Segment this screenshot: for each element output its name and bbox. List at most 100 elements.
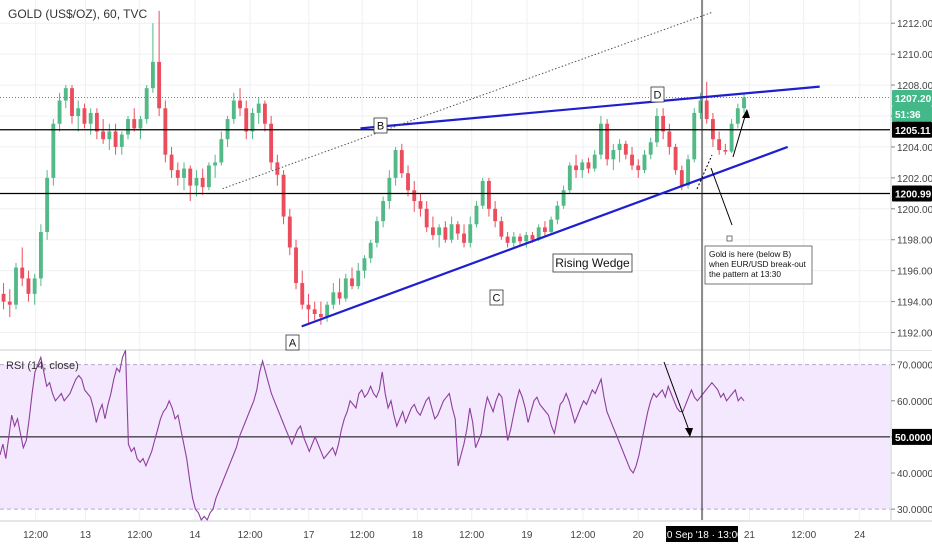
candle-body: [200, 177, 205, 188]
rsi-axis[interactable]: 30.000040.000050.000060.000070.000050.00…: [891, 361, 932, 517]
crosshair-time-tag-bg: [666, 526, 738, 542]
candle-body: [231, 100, 236, 120]
candle-body: [76, 108, 81, 116]
countdown-tag-bg: [892, 105, 932, 122]
candle-body: [735, 108, 740, 124]
time-tick-label: 12:00: [459, 530, 484, 541]
up-arrow-head: [742, 109, 750, 118]
last-price-tag-bg: [892, 89, 932, 106]
candle-body: [275, 162, 280, 175]
chart-drawings: [0, 0, 890, 520]
price-tick-label: 1192.00: [897, 329, 932, 340]
candle-body: [424, 208, 429, 228]
candle-body: [182, 168, 186, 178]
rsi-midline-tag: 50.0000: [892, 428, 932, 445]
candle-body: [648, 142, 653, 155]
wedge-upper-trendline: [360, 85, 820, 130]
rsi-midline-tag-text: 50.0000: [895, 433, 932, 444]
rsi-line: [0, 349, 745, 522]
candle-body: [26, 278, 31, 294]
candle-body: [574, 165, 578, 171]
rsi-midline-tag-bg: [892, 428, 932, 445]
candle-body: [356, 270, 361, 287]
price-axis[interactable]: 1192.00 1194.00 1196.00 1198.00 1200.00 1202.…: [890, 0, 932, 520]
label-b[interactable]: B: [373, 117, 388, 134]
candle-body: [511, 236, 516, 243]
candle-body: [312, 309, 317, 314]
rsi-tick-label: 40.0000: [897, 469, 932, 480]
label-d-box: [650, 86, 665, 103]
candle-body: [686, 159, 690, 186]
time-tick-label: 14: [189, 530, 201, 541]
candle-body: [219, 139, 224, 163]
time-tick-label: 12:00: [791, 530, 816, 541]
candle-body: [387, 177, 392, 202]
candle-body: [474, 205, 479, 225]
label-d[interactable]: D: [650, 86, 665, 103]
crosshair-time-tag: 20 Sep '18 · 13:00: [661, 526, 743, 542]
candle-body: [14, 267, 18, 305]
rsi-tick-label: 60.0000: [897, 397, 932, 408]
chart-title: GOLD (US$/OZ), 60, TVC: [8, 7, 147, 21]
candle-body: [300, 283, 305, 305]
label-a-box: [285, 334, 300, 351]
time-axis[interactable]: 12:00 13 12:00 14 12:00 17 12:00 18 12:00 19 12:00…: [0, 520, 932, 542]
time-tick-label: 19: [521, 530, 533, 541]
candle-body: [692, 112, 697, 160]
candle-body: [63, 88, 68, 101]
candle-body: [555, 205, 560, 220]
candle-body: [493, 208, 498, 222]
price-tick-label: 1210.00: [897, 50, 932, 61]
candle-body: [418, 201, 423, 209]
time-tick-label: 24: [854, 530, 866, 541]
candle-body: [443, 227, 448, 240]
note-anchor: [726, 235, 733, 242]
candle-body: [742, 97, 746, 109]
candle-body: [337, 292, 342, 299]
note-pointer: [710, 167, 733, 226]
label-b-text: B: [377, 121, 384, 133]
note-box-frame: [704, 245, 813, 285]
time-tick-label: 12:00: [127, 530, 152, 541]
candle-body: [549, 219, 554, 232]
candle-body: [294, 247, 298, 284]
time-tick-label: 18: [412, 530, 424, 541]
candle-body: [499, 221, 504, 237]
candle-body: [580, 162, 585, 171]
candle-body: [250, 112, 255, 132]
candle-body: [119, 134, 124, 147]
label-c-box: [489, 289, 504, 306]
crosshair-price-tag-text: 1205.11: [895, 126, 931, 137]
candle-body: [636, 165, 641, 171]
rsi-tick-label: 30.0000: [897, 505, 932, 516]
candle-body: [393, 150, 398, 178]
label-a[interactable]: A: [285, 334, 300, 351]
candle-body: [107, 131, 112, 140]
price-tick-label: 1208.00: [897, 81, 932, 92]
candle-body: [175, 170, 180, 178]
crosshair-price-tag-bg: [892, 121, 932, 138]
price-tick-label: 1200.00: [897, 205, 932, 216]
label-c[interactable]: C: [489, 289, 504, 306]
candle-body: [698, 100, 703, 113]
candle-body: [82, 108, 87, 124]
price-candles: [1, 10, 746, 325]
candle-body: [244, 108, 249, 132]
label-c-text: C: [493, 293, 501, 305]
candle-body: [51, 123, 56, 178]
candle-body: [101, 131, 106, 140]
note-box[interactable]: Gold is here (below B)when EUR/USD break…: [704, 245, 813, 285]
candle-body: [362, 258, 367, 271]
crosshair-price-tag: 1205.11: [892, 121, 932, 138]
last-price-tag-text: 1207.20: [895, 94, 932, 105]
candle-body: [20, 267, 25, 279]
candle-body: [462, 233, 466, 243]
rising-wedge-label[interactable]: Rising Wedge: [552, 253, 633, 273]
support-price-tag-bg: [892, 185, 932, 202]
candle-body: [70, 88, 74, 116]
label-d-text: D: [654, 90, 662, 102]
candle-body: [269, 123, 274, 163]
candle-body: [94, 112, 99, 132]
label-b-box: [373, 117, 388, 134]
